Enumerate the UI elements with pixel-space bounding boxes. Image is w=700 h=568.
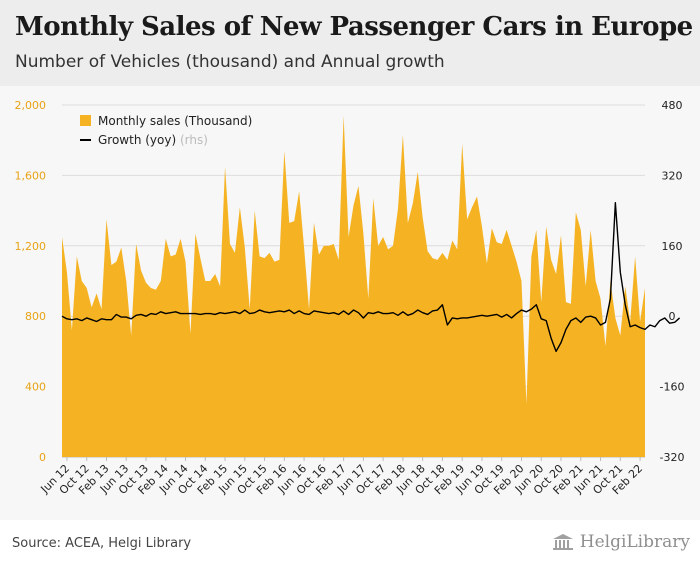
chart-subtitle: Number of Vehicles (thousand) and Annual… (15, 52, 445, 72)
brand-name: HelgiLibrary (579, 532, 690, 552)
growth-line-layer (61, 201, 681, 353)
right-tick-label: 0 (669, 310, 676, 323)
right-tick-label: 160 (662, 240, 683, 253)
legend-area-swatch (80, 115, 91, 126)
legend-label-sales: Monthly sales (Thousand) (98, 114, 252, 128)
growth-line (61, 201, 681, 353)
sales-area (62, 115, 645, 457)
source-note: Source: ACEA, Helgi Library (12, 536, 192, 551)
right-tick-label: 320 (662, 169, 683, 182)
right-axis-ticks: -320 -160 0 160 320 480 (660, 99, 685, 464)
right-tick-label: -160 (660, 381, 685, 394)
sales-area-layer (62, 115, 645, 457)
left-tick-label: 2,000 (15, 99, 47, 112)
left-axis-ticks: 0 400 800 1,200 1,600 2,000 (15, 99, 47, 464)
chart-header: Monthly Sales of New Passenger Cars in E… (0, 0, 700, 86)
right-tick-label: -320 (660, 451, 685, 464)
left-tick-label: 0 (39, 451, 46, 464)
right-tick-label: 480 (662, 99, 683, 112)
left-tick-label: 800 (25, 310, 46, 323)
chart-title: Monthly Sales of New Passenger Cars in E… (15, 12, 693, 42)
brand-logo: HelgiLibrary (552, 532, 690, 552)
left-tick-label: 1,600 (15, 169, 47, 182)
left-tick-label: 400 (25, 381, 46, 394)
legend-label-growth: Growth (yoy) (rhs) (98, 133, 208, 147)
legend: Monthly sales (Thousand) Growth (yoy) (r… (80, 114, 252, 147)
library-building-icon (552, 534, 573, 550)
left-tick-label: 1,200 (15, 240, 47, 253)
